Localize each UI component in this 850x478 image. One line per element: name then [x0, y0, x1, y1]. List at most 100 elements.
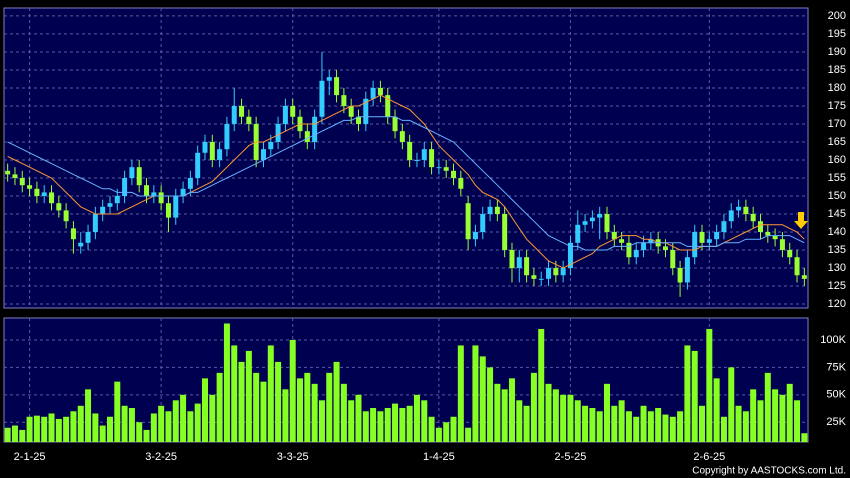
- candle-body: [377, 87, 383, 96]
- candle-body: [27, 185, 33, 189]
- y-tick-label: 125: [828, 280, 846, 292]
- candle-body: [392, 116, 398, 132]
- volume-bar: [677, 411, 684, 442]
- candle-body: [341, 95, 347, 106]
- volume-bar: [63, 416, 70, 442]
- y-tick-label: 150: [828, 190, 846, 202]
- candle-body: [217, 149, 223, 160]
- candle-body: [670, 250, 676, 269]
- volume-bar: [604, 383, 610, 442]
- volume-bar: [786, 383, 793, 442]
- volume-bar: [106, 416, 113, 442]
- volume-bar: [435, 427, 442, 442]
- candle-body: [546, 268, 552, 279]
- candle-body: [144, 185, 150, 196]
- candle-body: [209, 141, 215, 160]
- volume-bar: [494, 383, 501, 442]
- candle-body: [12, 174, 18, 178]
- y-tick-label: 175: [828, 100, 846, 112]
- volume-bar: [11, 425, 18, 442]
- volume-bar: [318, 400, 325, 442]
- candle-body: [524, 257, 530, 276]
- candle-body: [158, 192, 164, 204]
- plot-layer: 120 125 130 135 140 145 150 155 160 165 170 175 180 1…: [4, 8, 847, 463]
- candle-body: [509, 250, 515, 269]
- volume-bar: [479, 356, 486, 442]
- candle-body: [465, 203, 471, 240]
- moving-average-line: [7, 116, 805, 251]
- volume-bar: [216, 372, 223, 442]
- candle-body: [677, 268, 683, 283]
- volume-bar: [209, 394, 216, 442]
- candle-body: [370, 87, 376, 99]
- y-tick-label: 165: [828, 136, 846, 148]
- volume-bar: [582, 405, 589, 442]
- volume-bar: [655, 407, 662, 442]
- y-tick-label: 140: [828, 226, 846, 238]
- volume-bar: [735, 405, 742, 442]
- volume-bar: [713, 378, 720, 442]
- volume-bar: [421, 400, 428, 442]
- candle-body: [487, 206, 493, 215]
- candle-body: [567, 242, 573, 269]
- candle-body: [326, 77, 332, 81]
- copyright: Copyright by AASTOCKS.com Ltd.: [692, 466, 846, 477]
- y-tick-label: 50K: [826, 389, 846, 401]
- candle-body: [173, 195, 179, 218]
- candle-body: [407, 141, 413, 160]
- candle-body: [684, 257, 690, 283]
- volume-bar: [596, 411, 603, 442]
- volume-bar: [41, 416, 48, 442]
- candle-body: [779, 239, 785, 251]
- arrow-icon: [794, 212, 808, 229]
- candle-body: [334, 77, 340, 96]
- candle-body: [136, 167, 142, 186]
- volume-bar: [48, 413, 55, 442]
- volume-bar: [399, 407, 406, 442]
- volume-bar: [4, 427, 11, 442]
- candle-body: [480, 214, 486, 233]
- volume-bar: [282, 389, 289, 442]
- volume-bar: [180, 394, 187, 442]
- volume-bar: [633, 416, 640, 442]
- volume-bar: [121, 405, 128, 442]
- volume-bar: [33, 415, 40, 442]
- volume-bar: [406, 405, 413, 442]
- volume-bar: [326, 372, 333, 442]
- candle-body: [282, 105, 288, 124]
- candle-body: [260, 149, 266, 160]
- x-tick-label: 2-5-25: [555, 451, 587, 463]
- candle-body: [472, 232, 478, 240]
- x-tick-label: 3-3-25: [277, 451, 309, 463]
- y-tick-label: 75K: [826, 361, 846, 373]
- candle-body: [85, 232, 91, 243]
- y-tick-label: 190: [828, 46, 846, 58]
- candle-body: [122, 177, 128, 196]
- candle-body: [787, 250, 793, 258]
- candle-body: [195, 152, 201, 178]
- volume-bar: [19, 429, 26, 442]
- candle-body: [100, 206, 106, 215]
- candle-body: [736, 206, 742, 211]
- volume-bar: [772, 389, 779, 442]
- volume-bar: [618, 400, 625, 442]
- volume-bar: [253, 372, 260, 442]
- candle-body: [582, 221, 588, 225]
- candle-body: [728, 210, 734, 222]
- volume-bar: [530, 372, 537, 442]
- volume-bar: [275, 361, 282, 442]
- volume-bar: [150, 413, 157, 442]
- volume-bar: [77, 405, 84, 442]
- candle-body: [224, 123, 230, 150]
- candle-body: [63, 210, 69, 222]
- volume-bar: [538, 328, 545, 442]
- candle-body: [721, 221, 727, 233]
- candle-body: [114, 195, 120, 204]
- volume-bar: [523, 405, 530, 442]
- candle-body: [553, 268, 559, 276]
- candle-body: [750, 214, 756, 222]
- volume-bar: [443, 422, 450, 442]
- y-tick-label: 145: [828, 208, 846, 220]
- candle-body: [502, 214, 508, 251]
